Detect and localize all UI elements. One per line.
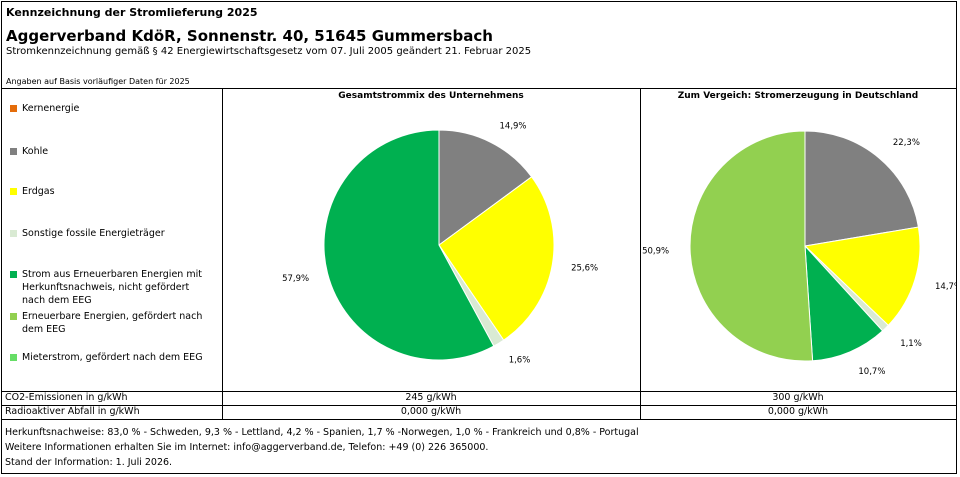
legend-label: Sonstige fossile Energieträger <box>22 228 165 239</box>
legend-swatch <box>10 105 17 112</box>
grid-line <box>640 88 641 419</box>
legend-item-erneuerbare-eeg: Erneuerbare Energien, gefördert nach dem… <box>10 310 215 336</box>
legend-swatch <box>10 148 17 155</box>
germany-mix-title: Zum Vergeich: Stromerzeugung in Deutschl… <box>677 91 919 101</box>
pie-slice-1-1 <box>803 226 921 327</box>
co2-label: CO2-Emissionen in g/kWh <box>5 392 128 403</box>
pie-data-label-0-3: 57,9% <box>282 274 309 284</box>
legend-label: Erdgas <box>22 186 55 197</box>
legend-label: Kernenergie <box>22 103 80 114</box>
grid-line <box>222 88 223 419</box>
waste-company-value: 0,000 g/kWh <box>400 406 462 417</box>
pie-data-label-1-1: 14,7% <box>935 282 956 292</box>
legend-label: Kohle <box>22 146 49 157</box>
grid-line <box>1 88 956 89</box>
footer-information-date: Stand der Information: 1. Juli 2026. <box>5 457 173 468</box>
footer-origin-certificates: Herkunftsnachweise: 83,0 % - Schweden, 9… <box>5 427 639 438</box>
pie-slice-1-3 <box>804 244 884 362</box>
pie-data-label-1-2: 1,1% <box>900 339 922 349</box>
legend-label: Strom aus Erneuerbaren Energien mit Herk… <box>22 269 202 306</box>
pie-data-label-1-4: 50,9% <box>642 247 669 257</box>
legend-item-kernenergie: Kernenergie <box>10 102 215 115</box>
pie-slice-1-0 <box>804 130 920 247</box>
grid-line <box>1 405 956 406</box>
germany-mix-pie-chart: 22,3% 14,7% 1,1% 10,7% 50,9% <box>642 130 956 377</box>
grid-line <box>1 419 956 420</box>
legend-item-kohle: Kohle <box>10 145 215 158</box>
waste-germany-value: 0,000 g/kWh <box>767 406 829 417</box>
legend-label: Erneuerbare Energien, gefördert nach dem… <box>22 311 203 335</box>
legend-swatch <box>10 354 17 361</box>
legend-label: Mieterstrom, gefördert nach dem EEG <box>22 352 203 363</box>
pie-data-label-1-3: 10,7% <box>858 367 885 377</box>
legend-item-erdgas: Erdgas <box>10 185 215 198</box>
legend-swatch <box>10 188 17 195</box>
legend-item-sonstige-fossile: Sonstige fossile Energieträger <box>10 227 215 240</box>
co2-company-value: 245 g/kWh <box>405 392 457 403</box>
pie-data-label-0-0: 14,9% <box>500 121 527 131</box>
data-basis-note: Angaben auf Basis vorläufiger Daten für … <box>6 77 190 86</box>
legend-swatch <box>10 271 17 278</box>
grid-line <box>1 391 956 392</box>
legend-swatch <box>10 230 17 237</box>
footer-contact-info: Weitere Informationen erhalten Sie im In… <box>5 442 489 453</box>
pie-slice-1-4 <box>689 130 814 362</box>
company-address: Aggerverband KdöR, Sonnenstr. 40, 51645 … <box>6 27 493 45</box>
co2-germany-value: 300 g/kWh <box>772 392 824 403</box>
pie-data-label-0-2: 1,6% <box>509 356 531 366</box>
pie-data-label-1-0: 22,3% <box>893 138 920 148</box>
company-mix-title: Gesamtstrommix des Unternehmens <box>338 91 524 101</box>
pie-slice-0-0 <box>438 129 533 246</box>
legend-item-mieterstrom: Mieterstrom, gefördert nach dem EEG <box>10 351 215 364</box>
pie-data-label-0-1: 25,6% <box>571 264 598 274</box>
legend-swatch <box>10 313 17 320</box>
radioactive-waste-label: Radioaktiver Abfall in g/kWh <box>5 406 140 417</box>
legal-subtitle: Stromkennzeichnung gemäß § 42 Energiewir… <box>6 46 532 57</box>
legend-item-erneuerbare-herkunftsnachweis: Strom aus Erneuerbaren Energien mit Herk… <box>10 268 210 307</box>
document-title: Kennzeichnung der Stromlieferung 2025 <box>6 6 258 19</box>
pie-slice-0-3 <box>323 129 495 361</box>
pie-slice-0-1 <box>438 176 555 341</box>
company-mix-pie-chart: 14,9% 25,6% 1,6% 57,9% <box>282 121 598 366</box>
